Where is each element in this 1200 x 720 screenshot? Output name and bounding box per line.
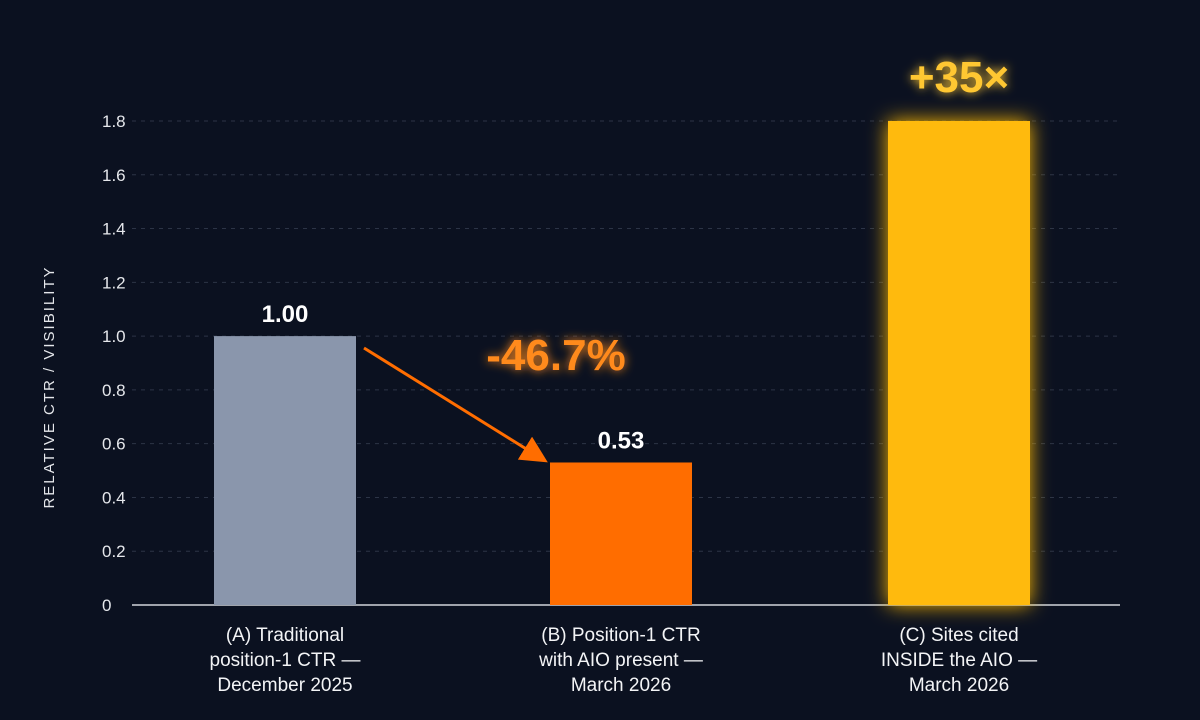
y-axis-title: RELATIVE CTR / VISIBILITY	[41, 265, 58, 508]
x-category-label: (A) Traditional	[226, 625, 344, 646]
y-tick-label: 1.2	[102, 273, 126, 292]
x-category-label: March 2026	[909, 675, 1009, 696]
bar-b	[550, 462, 692, 605]
y-tick-label: 0.8	[102, 381, 126, 400]
x-category-label: (B) Position-1 CTR	[541, 625, 700, 646]
y-tick-label: 0.6	[102, 435, 126, 454]
y-tick-label: 0.2	[102, 542, 126, 561]
x-category-label: March 2026	[571, 675, 671, 696]
y-tick-label: 1.6	[102, 166, 126, 185]
y-tick-label: 1.8	[102, 112, 126, 131]
bar-c	[888, 121, 1030, 605]
y-tick-label: 0.4	[102, 488, 126, 507]
x-category-label: INSIDE the AIO —	[881, 650, 1037, 671]
x-category-label: (C) Sites cited	[899, 625, 1018, 646]
decline-arrow	[363, 346, 548, 463]
y-tick-label: 1.0	[102, 327, 126, 346]
data-label: 1.00	[262, 301, 309, 328]
ctr-drop-annotation: -46.7%	[486, 331, 625, 380]
x-category-label: with AIO present —	[538, 650, 703, 671]
x-category-label: December 2025	[217, 675, 352, 696]
y-tick-label: 1.4	[102, 220, 126, 239]
x-category-label: position-1 CTR —	[210, 650, 361, 671]
bar-a	[214, 336, 356, 605]
data-label: 0.53	[598, 427, 645, 454]
visibility-gain-annotation: +35×	[909, 53, 1009, 102]
y-tick-label: 0	[102, 596, 111, 615]
